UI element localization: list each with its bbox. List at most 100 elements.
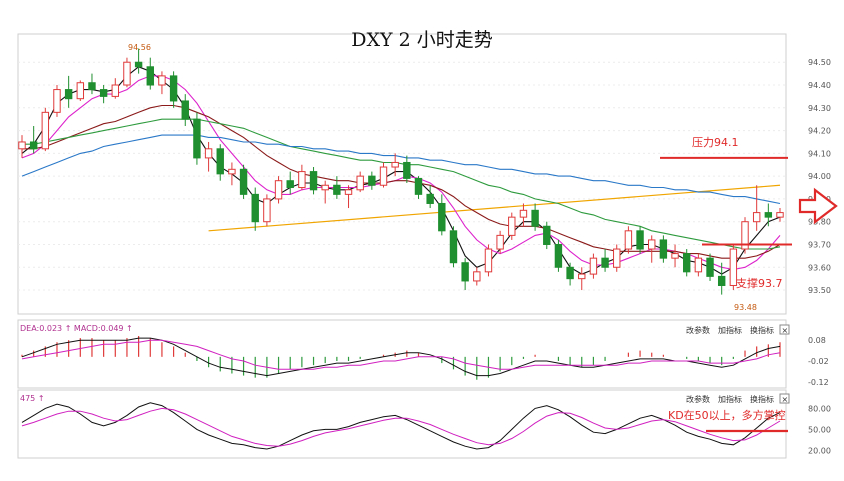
- right-arrow-icon: [798, 187, 838, 225]
- ma-line-3: [22, 118, 781, 250]
- candle-body: [578, 273, 586, 280]
- candle-body: [53, 89, 61, 113]
- candle-body: [496, 234, 504, 250]
- candle-body: [356, 175, 364, 191]
- kd-y-tick-label: 20.00: [808, 446, 831, 455]
- candle-body: [473, 271, 481, 282]
- candle-body: [613, 248, 621, 268]
- candle-body: [64, 89, 73, 100]
- kd-d-line: [21, 407, 781, 447]
- ma-line-2: [22, 104, 781, 259]
- macd-legend: DEA:0.023 ↑ MACD:0.049 ↑: [20, 324, 133, 333]
- candle-body: [368, 175, 376, 186]
- kd-add-indicator-button[interactable]: 加指标: [718, 394, 742, 404]
- main-y-tick-label: 94.20: [808, 127, 831, 136]
- candle-body: [321, 184, 329, 191]
- candle-body: [123, 61, 131, 86]
- kd-param-button[interactable]: 改参数: [686, 394, 710, 404]
- candle-body: [636, 230, 644, 250]
- candle-body: [111, 84, 119, 97]
- ma-line-4: [21, 134, 781, 205]
- macd-dea-line: [21, 339, 781, 370]
- candle-body: [776, 212, 784, 218]
- macd-add-indicator-button[interactable]: 加指标: [718, 325, 742, 335]
- candle-body: [706, 257, 714, 277]
- candle-body: [694, 257, 703, 273]
- kd-legend: 475 ↑: [20, 394, 45, 403]
- kd-layer: [21, 402, 781, 450]
- candle-body: [543, 225, 551, 245]
- main-grid: [18, 61, 786, 291]
- kd-y-ticks: 80.00 50.00 20.00: [808, 404, 831, 455]
- main-y-tick-label: 94.40: [808, 81, 831, 90]
- candle-body: [519, 209, 528, 218]
- candle-body: [41, 111, 50, 150]
- candle-body: [228, 168, 236, 175]
- candle-body: [88, 82, 96, 91]
- main-y-tick-label: 93.80: [808, 218, 831, 227]
- main-y-tick-label: 93.50: [808, 286, 831, 295]
- candle-body: [601, 257, 609, 268]
- long-ma-layer: [208, 184, 781, 232]
- candle-body: [216, 148, 224, 175]
- candle-body: [461, 262, 469, 282]
- candle-body: [333, 184, 341, 195]
- chart-title: DXY 2 小时走势: [351, 29, 492, 51]
- kd-close-icon[interactable]: ×: [782, 395, 789, 404]
- high-price-label: 94.56: [128, 43, 151, 52]
- macd-param-button[interactable]: 改参数: [686, 325, 710, 335]
- candle-body: [671, 253, 679, 259]
- candle-body: [286, 180, 294, 189]
- macd-layer: [21, 336, 781, 380]
- candle-body: [298, 171, 306, 189]
- candle-body: [274, 180, 283, 200]
- candle-body: [204, 148, 213, 159]
- kd-panel-frame: [17, 389, 787, 459]
- main-y-tick-label: 94.10: [808, 149, 831, 158]
- candle-body: [18, 141, 26, 150]
- kd-y-tick-label: 50.00: [808, 425, 831, 434]
- candle-layer: [18, 48, 784, 295]
- macd-y-tick-label: -0.02: [808, 357, 829, 366]
- macd-y-tick-label: 0.08: [808, 336, 826, 345]
- candle-body: [449, 230, 458, 264]
- candle-body: [403, 161, 411, 179]
- main-panel-frame: [17, 33, 787, 315]
- resistance-label: 压力94.1: [692, 136, 739, 149]
- candle-body: [239, 168, 248, 195]
- macd-close-icon[interactable]: ×: [782, 326, 789, 335]
- macd-close-box[interactable]: [779, 324, 790, 335]
- main-y-tick-label: 94.30: [808, 104, 831, 113]
- candle-body: [683, 253, 691, 273]
- candle-body: [484, 248, 493, 273]
- candle-body: [589, 257, 598, 275]
- candle-body: [251, 193, 259, 223]
- candle-body: [624, 230, 633, 250]
- candle-body: [169, 75, 178, 102]
- candle-body: [379, 166, 388, 186]
- main-y-tick-label: 94.50: [808, 58, 831, 67]
- main-y-tick-label: 93.70: [808, 240, 831, 249]
- candle-body: [391, 161, 399, 168]
- kd-close-box[interactable]: [779, 393, 790, 404]
- macd-dif-line: [21, 337, 781, 377]
- kd-note: KD在50以上，多方掌控: [668, 408, 786, 422]
- annotation-layer: [660, 156, 792, 246]
- kd-y-tick-label: 80.00: [808, 404, 831, 413]
- candle-body: [717, 275, 726, 286]
- candle-body: [29, 141, 38, 150]
- support-label: 支撑93.7: [736, 276, 783, 290]
- kd-switch-indicator-button[interactable]: 换指标: [750, 394, 774, 404]
- candle-body: [438, 202, 446, 232]
- candle-body: [181, 100, 189, 120]
- main-y-ticks: 94.5094.4094.3094.2094.1094.0093.9093.80…: [808, 58, 831, 295]
- candle-body: [741, 221, 749, 250]
- macd-switch-indicator-button[interactable]: 换指标: [750, 325, 774, 335]
- kd-k-line: [21, 402, 781, 450]
- candle-body: [752, 212, 761, 223]
- low-price-label: 93.48: [734, 303, 757, 312]
- candle-body: [263, 198, 271, 223]
- candle-body: [729, 248, 738, 286]
- candle-body: [764, 212, 773, 218]
